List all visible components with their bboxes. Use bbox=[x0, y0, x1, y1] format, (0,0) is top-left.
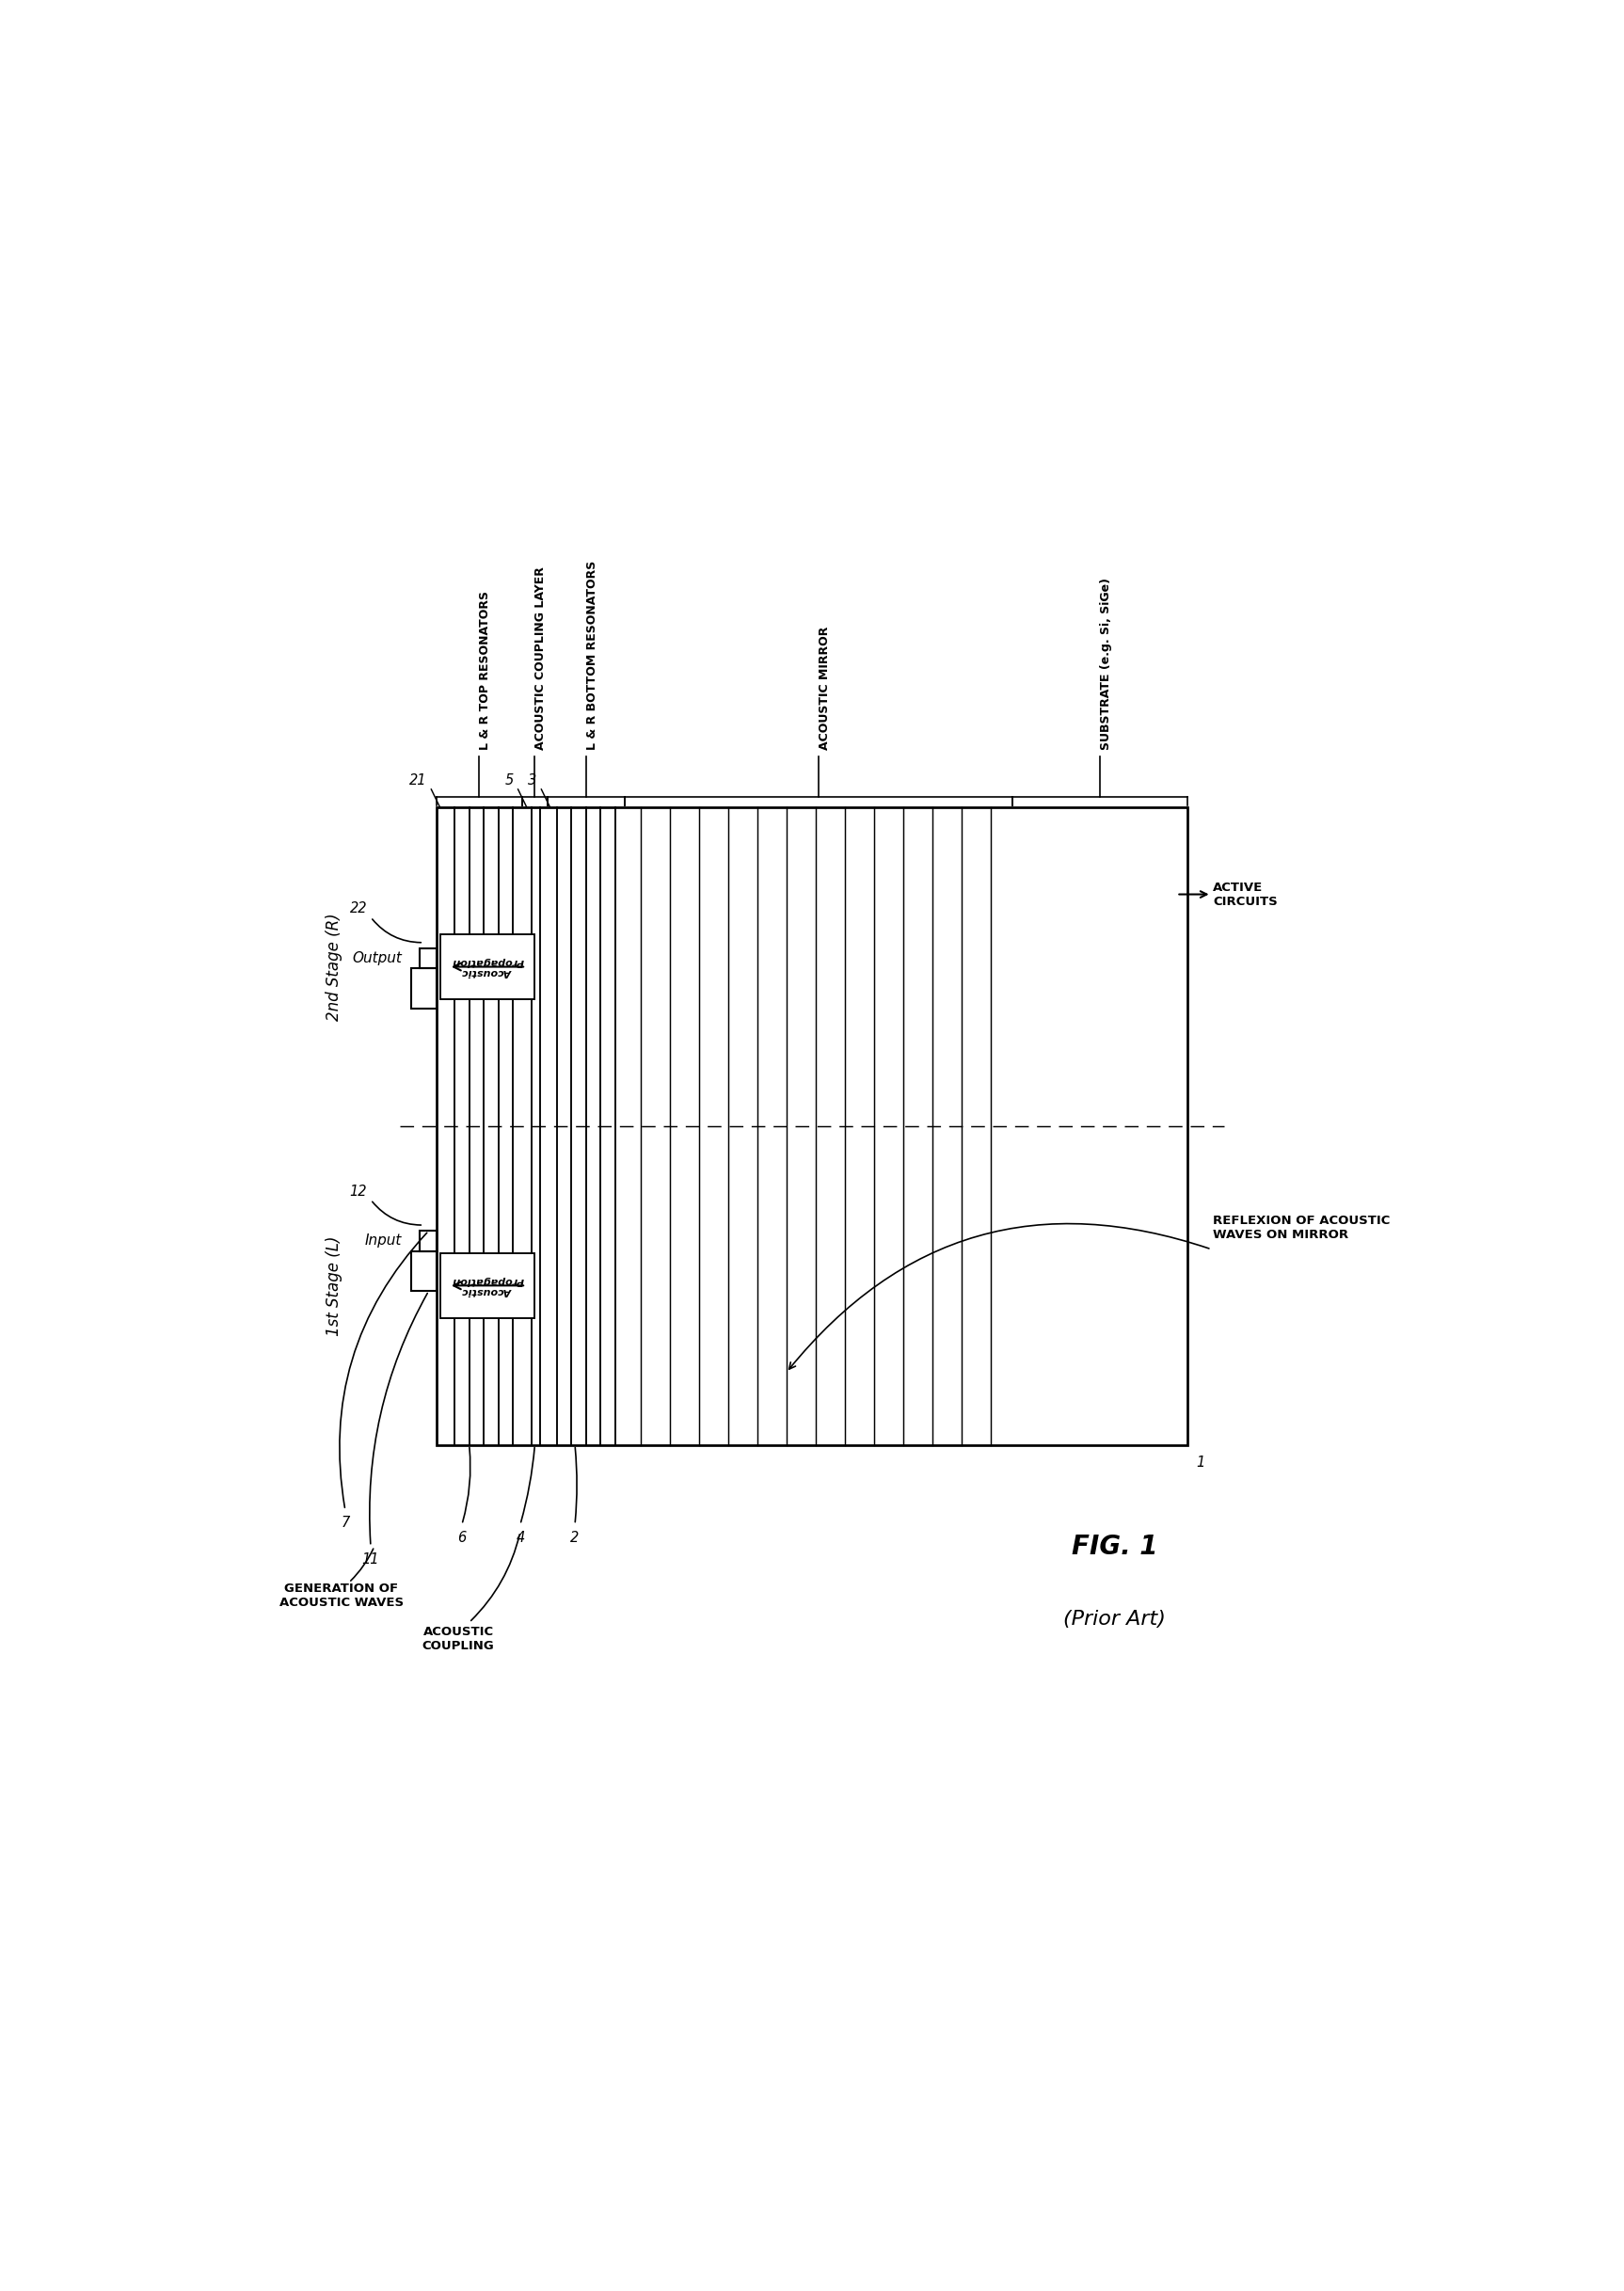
Text: Output: Output bbox=[352, 951, 403, 965]
Text: 2: 2 bbox=[570, 1530, 580, 1544]
Text: ACTIVE
CIRCUITS: ACTIVE CIRCUITS bbox=[1213, 882, 1278, 907]
Bar bbox=[440, 1253, 534, 1317]
Text: 2nd Stage (R): 2nd Stage (R) bbox=[326, 912, 343, 1022]
Text: ACOUSTIC MIRROR: ACOUSTIC MIRROR bbox=[818, 625, 831, 749]
Text: 6: 6 bbox=[458, 1530, 466, 1544]
Bar bbox=[419, 1230, 437, 1251]
Text: SUBSTRATE (e.g. Si, SiGe): SUBSTRATE (e.g. Si, SiGe) bbox=[1099, 577, 1112, 749]
Text: FIG. 1: FIG. 1 bbox=[1072, 1533, 1158, 1560]
Text: Acoustic
Propagation: Acoustic Propagation bbox=[451, 958, 523, 976]
Bar bbox=[411, 1251, 437, 1292]
Text: L & R TOP RESONATORS: L & R TOP RESONATORS bbox=[479, 591, 492, 749]
Text: REFLEXION OF ACOUSTIC
WAVES ON MIRROR: REFLEXION OF ACOUSTIC WAVES ON MIRROR bbox=[1213, 1214, 1390, 1242]
Text: 11: 11 bbox=[362, 1551, 380, 1567]
Text: 21: 21 bbox=[409, 772, 427, 788]
Text: 22: 22 bbox=[349, 903, 367, 916]
Text: 5: 5 bbox=[505, 772, 513, 788]
Text: GENERATION OF
ACOUSTIC WAVES: GENERATION OF ACOUSTIC WAVES bbox=[279, 1583, 404, 1608]
Text: 4: 4 bbox=[516, 1530, 525, 1544]
Bar bbox=[440, 935, 534, 999]
Bar bbox=[411, 969, 437, 1008]
Text: Acoustic
Propagation: Acoustic Propagation bbox=[451, 1276, 523, 1297]
Text: 3: 3 bbox=[528, 772, 538, 788]
Bar bbox=[437, 806, 1187, 1446]
Text: 12: 12 bbox=[349, 1184, 367, 1198]
Text: ACOUSTIC COUPLING LAYER: ACOUSTIC COUPLING LAYER bbox=[534, 566, 547, 749]
Text: (Prior Art): (Prior Art) bbox=[1064, 1608, 1166, 1629]
Text: 1st Stage (L): 1st Stage (L) bbox=[326, 1235, 343, 1336]
Text: Input: Input bbox=[365, 1233, 403, 1249]
Text: 7: 7 bbox=[341, 1517, 349, 1530]
Text: 1: 1 bbox=[1197, 1455, 1205, 1471]
Bar bbox=[419, 948, 437, 969]
Text: ACOUSTIC
COUPLING: ACOUSTIC COUPLING bbox=[422, 1627, 494, 1652]
Text: L & R BOTTOM RESONATORS: L & R BOTTOM RESONATORS bbox=[586, 559, 598, 749]
